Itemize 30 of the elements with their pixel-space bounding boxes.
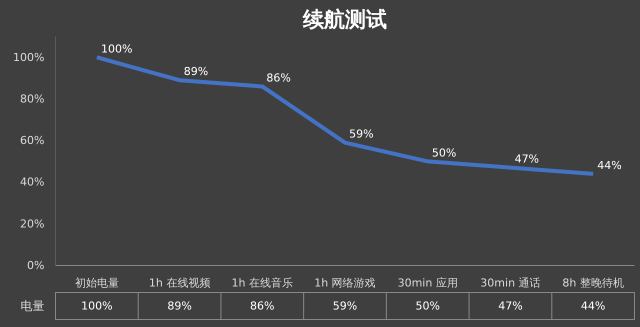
data-label: 59% — [332, 300, 358, 312]
x-tick-label: 1h 在线音乐 — [232, 276, 294, 290]
data-label: 44% — [580, 300, 606, 312]
text: 59% — [349, 128, 374, 141]
text: 50% — [432, 146, 456, 160]
data-label: 89% — [167, 300, 192, 312]
y-tick-label: 80% — [20, 92, 45, 106]
y-tick-label: 40% — [20, 176, 45, 189]
line-series — [94, 55, 596, 176]
text: 100% — [100, 42, 132, 56]
x-tick-label: 8h 整晚待机 — [562, 276, 624, 290]
y-tick-label: 20% — [20, 217, 45, 230]
text: 44% — [597, 158, 622, 172]
chart-title: 续航测试 — [302, 8, 387, 32]
x-tick-label: 1h 在线视频 — [148, 276, 210, 290]
y-tick-label: 0% — [27, 259, 44, 272]
text: 86% — [266, 71, 291, 84]
data-label: 100% — [81, 300, 113, 312]
text: 89% — [184, 65, 208, 78]
data-label: 86% — [250, 300, 275, 312]
x-tick-label: 1h 网络游戏 — [314, 276, 376, 290]
text: 电量 — [20, 299, 44, 313]
text: 47% — [514, 152, 540, 166]
y-tick-label: 60% — [20, 134, 45, 148]
data-label: 47% — [498, 300, 523, 312]
x-tick-label: 30min 通话 — [480, 276, 541, 290]
y-tick-label: 100% — [13, 50, 45, 64]
x-tick-label: 初始电量 — [74, 276, 119, 290]
data-label: 50% — [415, 300, 440, 312]
x-tick-label: 30min 应用 — [398, 276, 458, 290]
